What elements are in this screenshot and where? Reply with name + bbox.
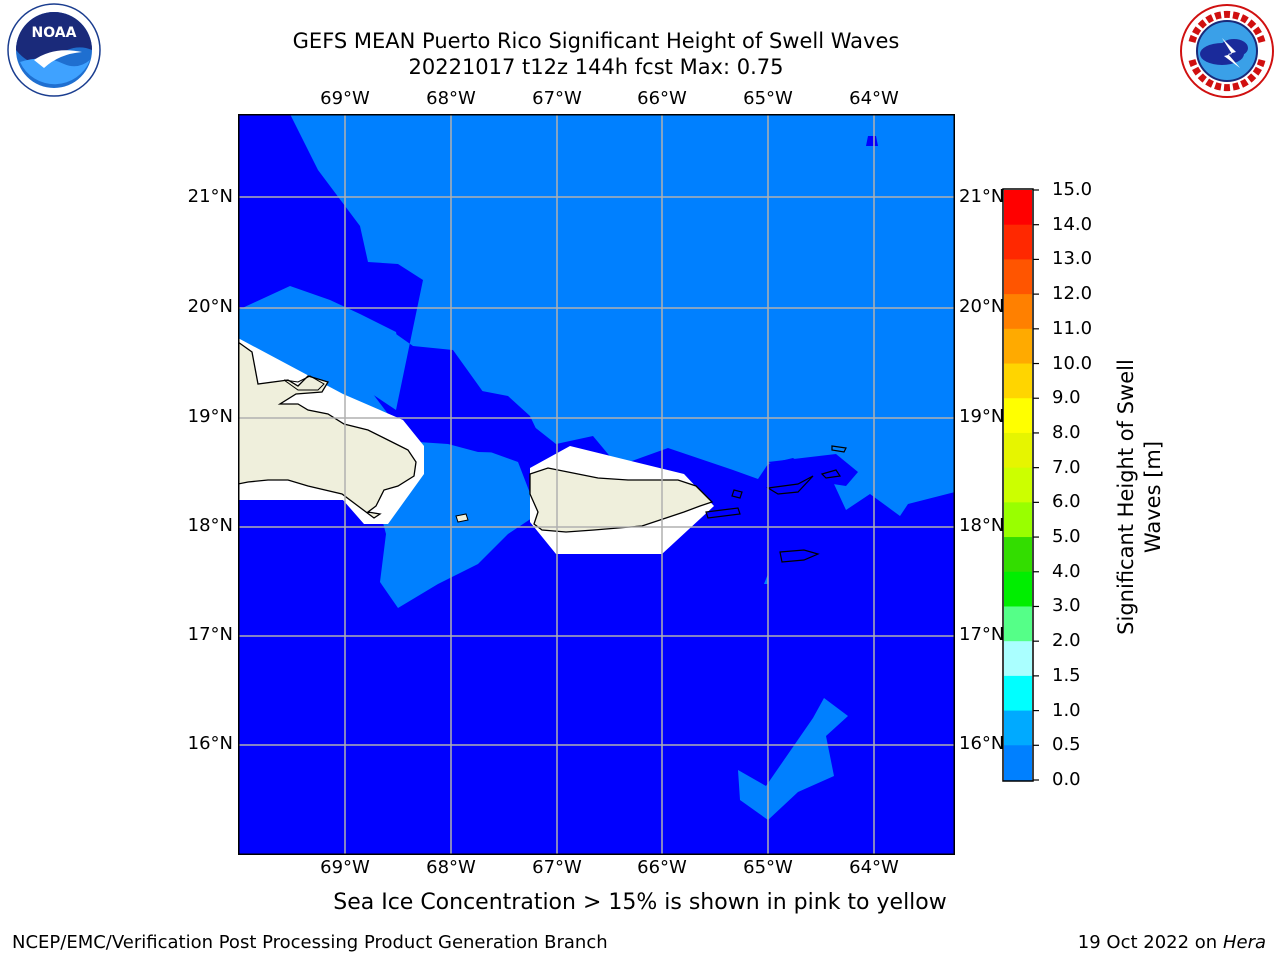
swell-height-map (238, 114, 955, 855)
swell-band-0.5-1.0-strait (764, 574, 768, 584)
lon-label-top-67w: 67°W (532, 88, 582, 109)
colorbar-tick-label: 12.0 (1052, 283, 1093, 305)
swell-band-0.5-1.0-north (290, 114, 955, 516)
swell-band-0-0.5-inner (396, 386, 548, 454)
lon-label-top-66w: 66°W (637, 88, 687, 109)
colorbar-tick-label: 0.5 (1052, 734, 1081, 756)
colorbar-tick-label: 11.0 (1052, 317, 1093, 339)
lon-label-bottom-67w: 67°W (532, 857, 582, 878)
footer-branch: NCEP/EMC/Verification Post Processing Pr… (12, 932, 608, 953)
lat-label-left-19n: 19°N (187, 406, 233, 427)
land-hispaniola (238, 341, 417, 519)
colorbar-segment (1004, 259, 1032, 295)
colorbar-segment (1004, 294, 1032, 330)
lon-label-bottom-68w: 68°W (426, 857, 476, 878)
colorbar-segment (1004, 363, 1032, 399)
colorbar-tick-label: 1.0 (1052, 699, 1081, 721)
svg-text:NOAA: NOAA (32, 25, 77, 41)
lat-label-left-20n: 20°N (187, 296, 233, 317)
nws-logo (1180, 4, 1274, 98)
lat-label-left-21n: 21°N (187, 186, 233, 207)
lon-label-top-65w: 65°W (743, 88, 793, 109)
land-virgin-islands (766, 469, 842, 495)
colorbar-segment (1004, 710, 1032, 746)
colorbar-segment (1004, 606, 1032, 642)
colorbar-tick-label: 14.0 (1052, 213, 1093, 235)
colorbar-tick-label: 15.0 (1052, 179, 1093, 200)
colorbar-tick-label: 10.0 (1052, 352, 1093, 374)
footer-date-text: 19 Oct 2022 on (1077, 932, 1223, 953)
colorbar-segment (1004, 398, 1032, 434)
map-grid (238, 114, 955, 855)
colorbar-tick-label: 4.0 (1052, 560, 1081, 582)
colorbar-segment (1004, 675, 1032, 712)
chart-title-line2: 20221017 t12z 144h fcst Max: 0.75 (408, 55, 784, 79)
lat-label-right-18n: 18°N (959, 515, 1005, 536)
colorbar-segment (1004, 537, 1032, 573)
colorbar-segment (1004, 502, 1032, 538)
land-culebra (731, 489, 743, 499)
colorbar-title: Significant Height of Swell Waves [m] (1113, 347, 1167, 647)
colorbar-title-line1: Significant Height of Swell (1114, 359, 1138, 635)
lat-label-right-17n: 17°N (959, 624, 1005, 645)
noaa-logo: NOAA (7, 3, 101, 97)
colorbar-segment (1004, 467, 1032, 503)
colorbar-tick-label: 6.0 (1052, 491, 1081, 513)
lon-label-top-68w: 68°W (426, 88, 476, 109)
swell-band-0-0.5-speck (866, 136, 878, 146)
chart-title-line1: GEFS MEAN Puerto Rico Significant Height… (292, 29, 900, 53)
lat-label-left-18n: 18°N (187, 515, 233, 536)
land-anegada (831, 445, 847, 453)
lat-label-left-17n: 17°N (187, 624, 233, 645)
colorbar-tick-label: 8.0 (1052, 421, 1081, 443)
lon-label-bottom-69w: 69°W (320, 857, 370, 878)
lon-label-bottom-66w: 66°W (637, 857, 687, 878)
lat-label-right-19n: 19°N (959, 406, 1005, 427)
colorbar (1002, 188, 1039, 782)
lon-label-bottom-65w: 65°W (743, 857, 793, 878)
colorbar-segment (1004, 745, 1032, 781)
lat-label-right-16n: 16°N (959, 733, 1005, 754)
lat-label-right-21n: 21°N (959, 186, 1005, 207)
colorbar-segment (1004, 328, 1032, 365)
swell-band-0-0.5-east (768, 454, 858, 486)
colorbar-tick-label: 9.0 (1052, 387, 1081, 409)
colorbar-tick-label: 13.0 (1052, 248, 1093, 270)
sea-ice-note: Sea Ice Concentration > 15% is shown in … (333, 890, 947, 915)
colorbar-segment (1004, 190, 1032, 226)
swell-band-0.5-1.0-west (238, 286, 400, 434)
swell-band-0.5-1.0-south (738, 698, 848, 820)
footer-host: Hera (1222, 932, 1266, 953)
colorbar-segment (1004, 432, 1032, 469)
lon-label-top-64w: 64°W (849, 88, 899, 109)
colorbar-title-line2: Waves [m] (1141, 440, 1165, 554)
colorbar-segment (1004, 571, 1032, 607)
footer-date: 19 Oct 2022 on Hera (1078, 932, 1266, 953)
map-frame (238, 114, 955, 855)
colorbar-segment (1004, 224, 1032, 260)
colorbar-tick-label: 3.0 (1052, 595, 1081, 617)
colorbar-tick-label: 0.0 (1052, 769, 1081, 790)
colorbar-frame (1002, 188, 1034, 782)
lon-label-top-69w: 69°W (320, 88, 370, 109)
land-vieques (705, 507, 741, 519)
colorbar-segment (1004, 641, 1032, 677)
colorbar-tick-label: 7.0 (1052, 456, 1081, 478)
land-st-croix (779, 549, 820, 563)
colorbar-tick-label: 5.0 (1052, 526, 1081, 548)
colorbar-tick-label: 2.0 (1052, 630, 1081, 652)
land-mona (455, 513, 469, 523)
lat-label-right-20n: 20°N (959, 296, 1005, 317)
land-grand-turk (283, 375, 325, 391)
lat-label-left-16n: 16°N (187, 733, 233, 754)
lon-label-bottom-64w: 64°W (849, 857, 899, 878)
colorbar-tick-label: 1.5 (1052, 664, 1081, 686)
